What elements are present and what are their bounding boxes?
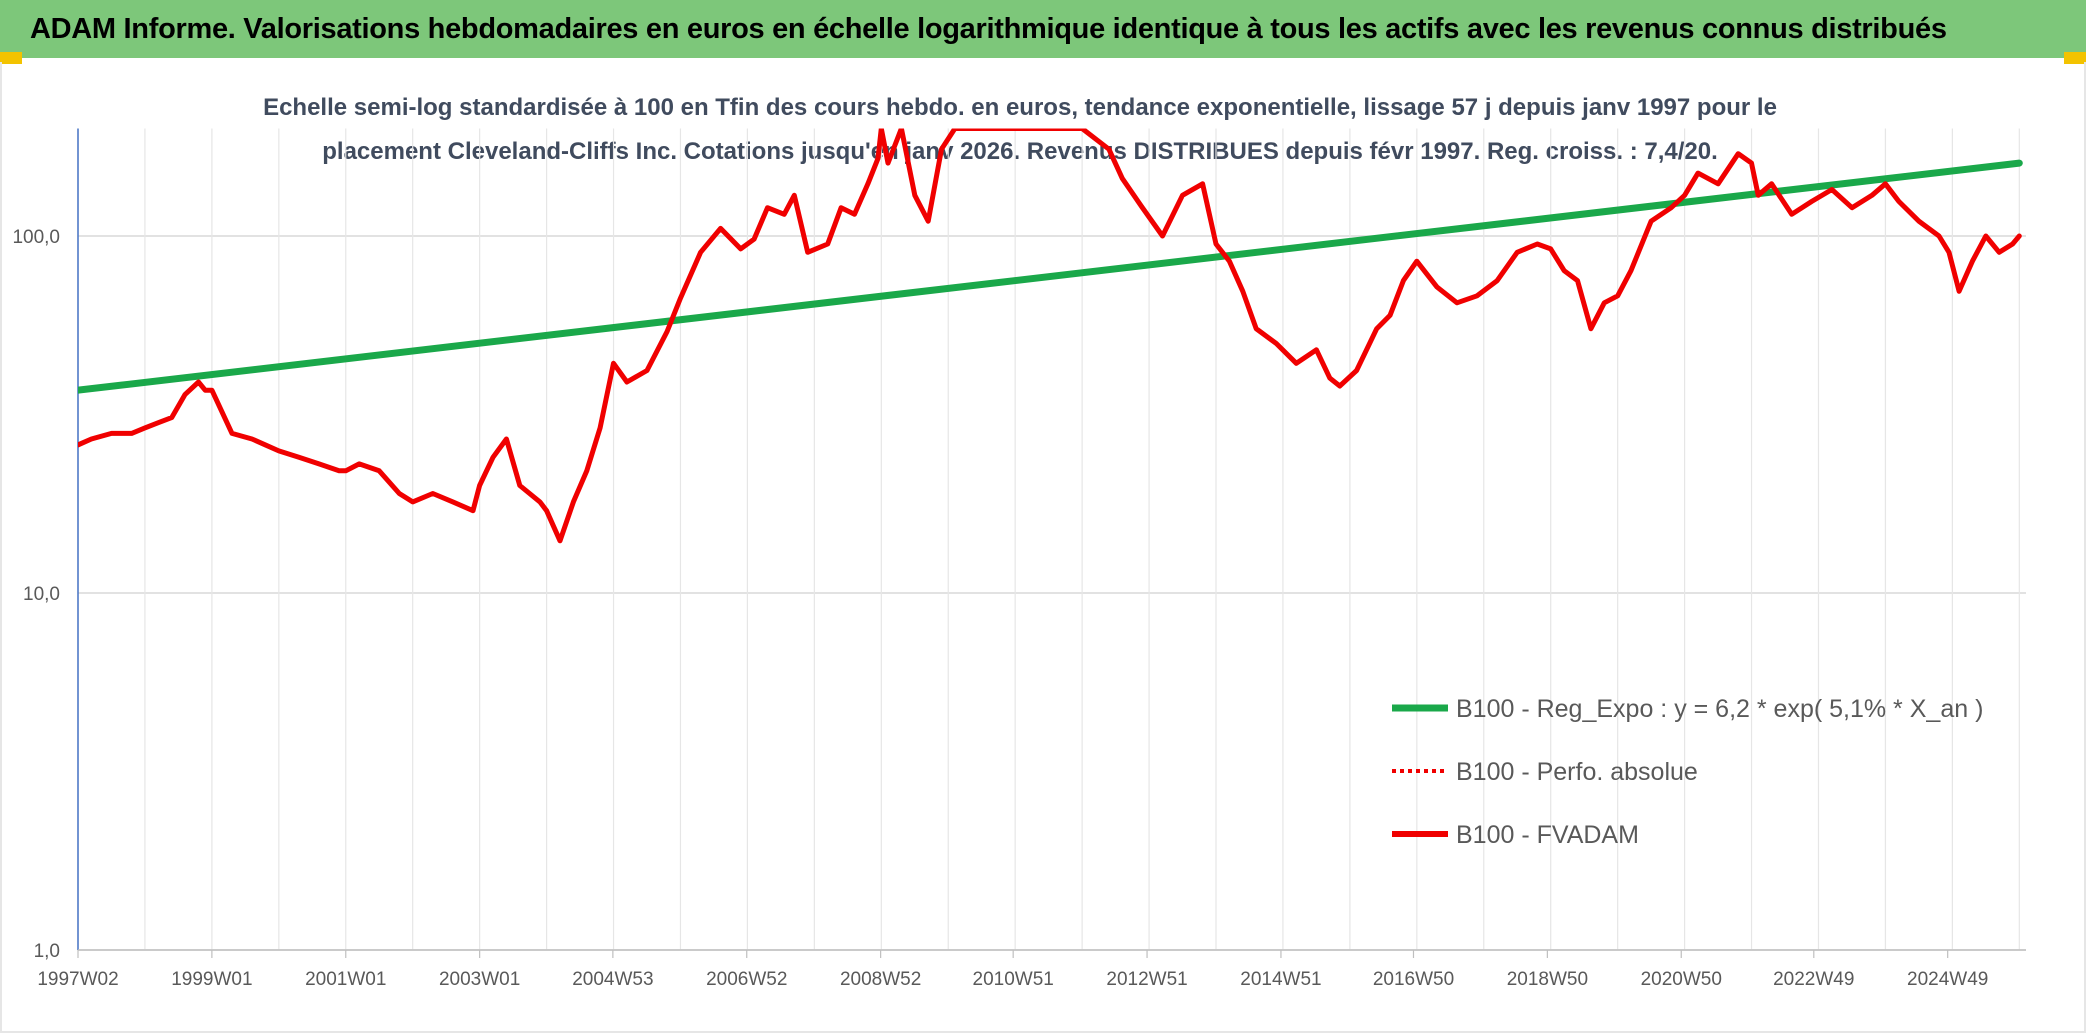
x-tick-label: 2024W49 [1907, 969, 1988, 990]
x-tick-label: 2014W51 [1240, 969, 1321, 990]
series-line-trend [78, 159, 2023, 394]
chart-title: Echelle semi-log standardisée à 100 en T… [250, 86, 1790, 174]
legend-label-trend: B100 - Reg_Expo : y = 6,2 * exp( 5,1% * … [1456, 695, 1983, 723]
legend: B100 - Reg_Expo : y = 6,2 * exp( 5,1% * … [1392, 695, 1983, 849]
x-tick-label: 2006W52 [706, 969, 787, 990]
x-tick-label: 2012W51 [1106, 969, 1187, 990]
y-tick-label: 1,0 [34, 941, 60, 962]
y-tick-label: 100,0 [12, 227, 60, 248]
series-line-fvadam [78, 128, 2022, 544]
chart-frame [0, 62, 2086, 1033]
x-tick-label: 2008W52 [840, 969, 921, 990]
corner-marker-left [0, 52, 22, 64]
x-tick-label: 2016W50 [1373, 969, 1454, 990]
x-tick-label: 2003W01 [439, 969, 520, 990]
y-tick-label: 10,0 [23, 584, 60, 605]
x-tick-label: 2004W53 [572, 969, 653, 990]
legend-label-perfo: B100 - Perfo. absolue [1456, 758, 1698, 786]
chart-title-line-1: Echelle semi-log standardisée à 100 en T… [263, 94, 1777, 121]
grid-layer [77, 128, 2026, 951]
series-clip-group [78, 128, 2023, 544]
legend-label-fvadam: B100 - FVADAM [1456, 821, 1639, 849]
corner-marker-right [2064, 52, 2086, 64]
x-tick-label: 2001W01 [305, 969, 386, 990]
axis-layer: 1,0 10,0 100,0 1997W02 1999W01 2001W01 2003W01… [12, 128, 2026, 990]
chart-title-line-2: placement Cleveland-Cliffs Inc. Cotation… [322, 138, 1718, 165]
x-tick-label: 1997W02 [37, 969, 118, 990]
header-bar: ADAM Informe. Valorisations hebdomadaire… [0, 0, 2086, 58]
series-layer [78, 128, 2023, 544]
x-tick-label: 2020W50 [1641, 969, 1722, 990]
header-title: ADAM Informe. Valorisations hebdomadaire… [30, 12, 1947, 45]
x-tick-label: 2010W51 [973, 969, 1054, 990]
x-tick-label: 2022W49 [1773, 969, 1854, 990]
x-tick-label: 2018W50 [1507, 969, 1588, 990]
x-tick-label: 1999W01 [171, 969, 252, 990]
